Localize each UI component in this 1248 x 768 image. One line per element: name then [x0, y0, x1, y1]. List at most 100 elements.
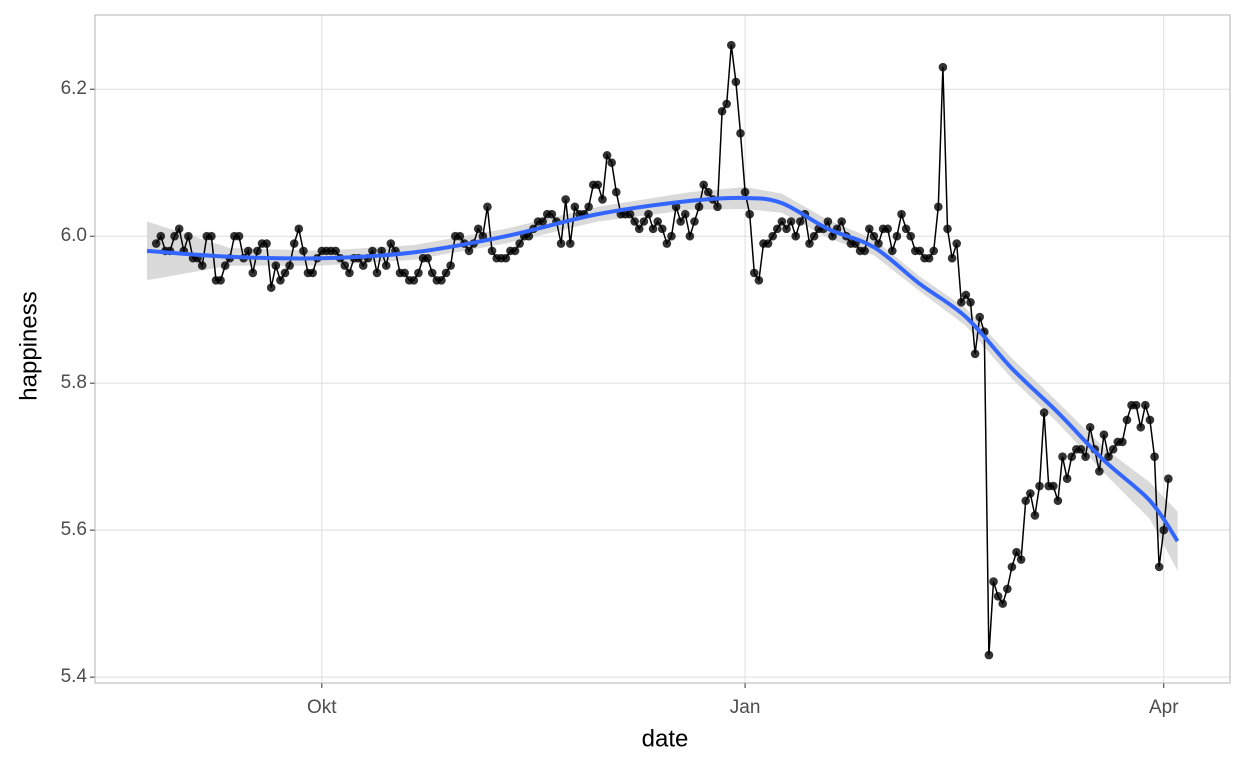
data-point: [1154, 562, 1164, 572]
data-point: [1030, 511, 1040, 520]
x-axis-title: date: [642, 725, 689, 752]
data-point: [285, 261, 294, 270]
data-point: [368, 246, 377, 256]
y-tick-label: 6.0: [61, 225, 87, 246]
data-point: [524, 231, 534, 241]
data-point: [998, 599, 1008, 608]
data-point: [703, 187, 713, 197]
data-point: [777, 217, 787, 226]
x-tick-label: Okt: [307, 697, 337, 718]
data-point: [791, 231, 800, 241]
data-point: [427, 268, 437, 278]
data-point: [1122, 415, 1132, 425]
data-point: [243, 246, 253, 256]
data-point: [174, 224, 184, 234]
data-point: [1141, 400, 1150, 410]
data-point: [970, 349, 980, 359]
data-point: [501, 253, 511, 263]
data-point: [749, 268, 759, 278]
data-point: [340, 261, 350, 270]
data-point: [943, 224, 952, 234]
data-point: [993, 591, 1003, 601]
data-point: [897, 209, 906, 219]
data-point: [276, 275, 285, 285]
data-point: [975, 312, 985, 322]
data-point: [828, 231, 837, 241]
data-point: [625, 209, 635, 219]
data-point: [947, 253, 957, 263]
data-point: [694, 202, 704, 212]
data-point: [1026, 489, 1035, 498]
data-point: [1081, 452, 1090, 461]
data-point: [570, 202, 580, 212]
data-point: [220, 261, 230, 270]
data-point: [271, 261, 281, 270]
data-point: [207, 231, 216, 241]
data-point: [1136, 422, 1146, 432]
data-point: [598, 195, 607, 204]
data-point: [989, 577, 998, 586]
data-point: [386, 239, 396, 248]
data-point: [593, 180, 603, 190]
panel-border: [94, 14, 1231, 684]
data-point: [464, 246, 474, 256]
data-point: [234, 231, 244, 241]
data-point: [938, 62, 948, 72]
data-point: [414, 268, 423, 278]
data-point: [280, 268, 290, 278]
data-point: [248, 268, 258, 278]
data-point: [634, 224, 644, 234]
data-point: [1145, 415, 1155, 425]
data-point: [266, 283, 276, 292]
data-point: [653, 217, 662, 226]
y-tick-label: 5.8: [61, 372, 87, 393]
data-point: [409, 275, 419, 285]
data-point: [745, 209, 754, 219]
data-point: [1021, 496, 1031, 506]
data-point: [805, 239, 814, 248]
data-point: [860, 246, 870, 256]
data-point: [151, 239, 161, 248]
data-point: [823, 217, 833, 226]
data-point: [630, 217, 639, 226]
data-point: [1039, 408, 1049, 417]
data-point: [1003, 584, 1012, 594]
data-point: [639, 217, 649, 226]
smooth-line: [146, 195, 1180, 543]
data-point: [510, 246, 520, 256]
data-point: [1053, 496, 1063, 506]
data-point: [584, 202, 593, 212]
data-point: [1150, 452, 1159, 461]
data-point: [1076, 445, 1086, 454]
data-point: [1007, 562, 1017, 572]
data-point: [952, 239, 962, 248]
x-tick-label: Jan: [730, 697, 761, 718]
data-point: [400, 268, 409, 278]
data-point: [358, 261, 368, 270]
data-point: [892, 231, 902, 241]
data-point: [1164, 474, 1173, 484]
data-point: [713, 202, 722, 212]
data-point: [607, 158, 616, 168]
data-point: [197, 261, 207, 270]
data-point: [754, 275, 764, 285]
data-point: [657, 224, 667, 234]
data-point: [1104, 452, 1113, 461]
data-point: [768, 231, 777, 241]
data-point: [731, 77, 741, 87]
data-point: [483, 202, 492, 212]
data-point: [289, 239, 299, 248]
data-point: [1099, 430, 1109, 439]
data-point: [170, 231, 179, 241]
data-point: [772, 224, 782, 234]
data-point: [437, 275, 446, 285]
data-point: [644, 209, 653, 219]
data-point: [455, 231, 465, 241]
data-point: [1118, 437, 1127, 447]
data-point: [515, 239, 524, 248]
data-point: [934, 202, 943, 212]
data-point: [717, 106, 727, 116]
data-point: [547, 209, 557, 219]
